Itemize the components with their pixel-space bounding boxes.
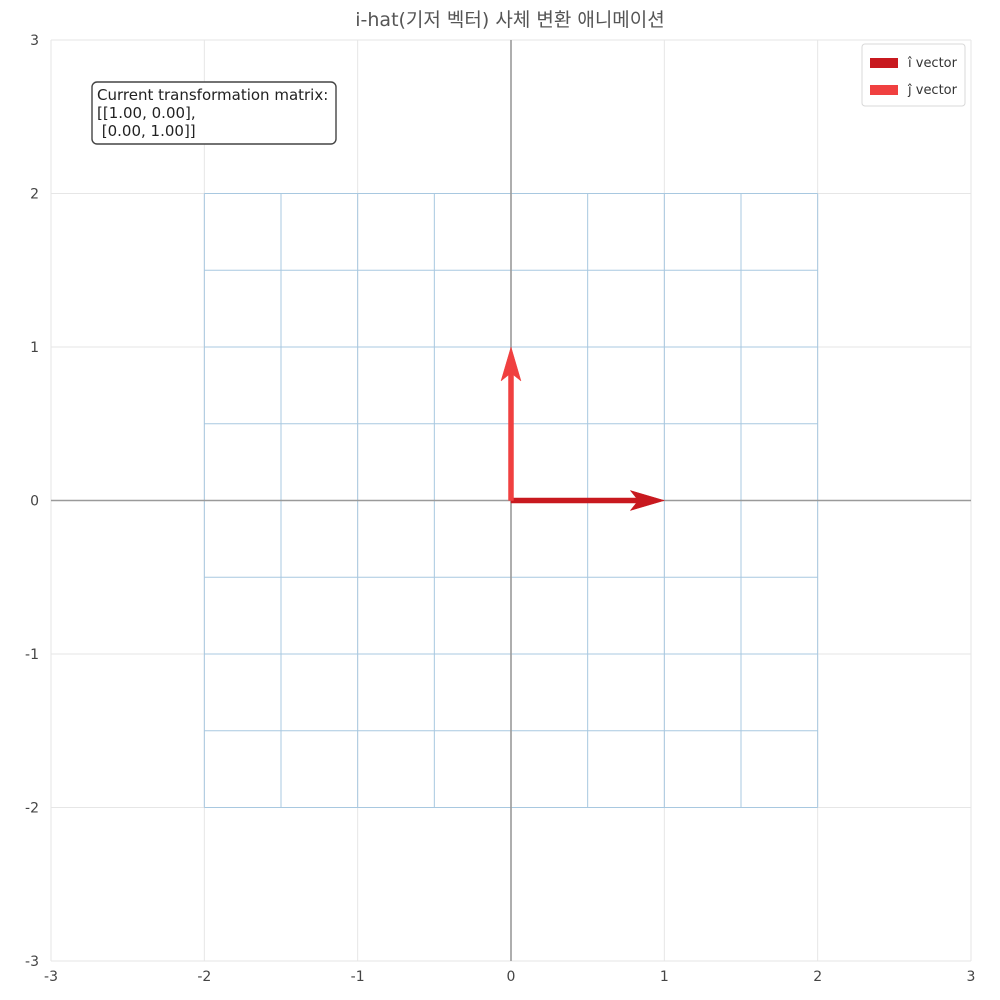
y-tick-label: 3 — [30, 33, 39, 49]
legend-swatch — [870, 58, 898, 68]
annotation-line: [[1.00, 0.00], — [97, 104, 196, 122]
legend-label: ĵ vector — [907, 83, 958, 98]
x-tick-label: -2 — [197, 969, 211, 985]
annotation-frame — [91, 81, 337, 145]
matrix-annotation: Current transformation matrix:[[1.00, 0.… — [91, 81, 337, 145]
y-tick-label: -2 — [25, 801, 39, 817]
i-hat-vector-arrow — [510, 490, 666, 511]
y-tick-label: 0 — [30, 494, 39, 510]
tick-labels: -3 -2 -1 0 1 2 3 -3 -2 -1 0 1 2 3 — [25, 33, 975, 985]
legend: î vector ĵ vector — [861, 43, 966, 107]
annotation-line: Current transformation matrix: — [97, 86, 328, 104]
x-tick-label: -1 — [351, 969, 365, 985]
x-tick-label: 1 — [660, 969, 669, 985]
legend-label: î vector — [907, 56, 958, 71]
chart-title: i-hat(기저 벡터) 사체 변환 애니메이션 — [355, 9, 665, 31]
j-hat-vector-arrow — [500, 346, 522, 501]
y-tick-label: 1 — [30, 340, 39, 356]
y-tick-label: -3 — [25, 954, 39, 970]
y-tick-label: -1 — [25, 647, 39, 663]
legend-swatch — [870, 85, 898, 95]
x-tick-label: 3 — [967, 969, 976, 985]
x-tick-label: 2 — [813, 969, 822, 985]
x-tick-label: -3 — [44, 969, 58, 985]
y-tick-label: 2 — [30, 187, 39, 203]
x-tick-label: 0 — [507, 969, 516, 985]
annotation-line: [0.00, 1.00]] — [97, 122, 196, 140]
basis-vectors — [500, 346, 666, 511]
